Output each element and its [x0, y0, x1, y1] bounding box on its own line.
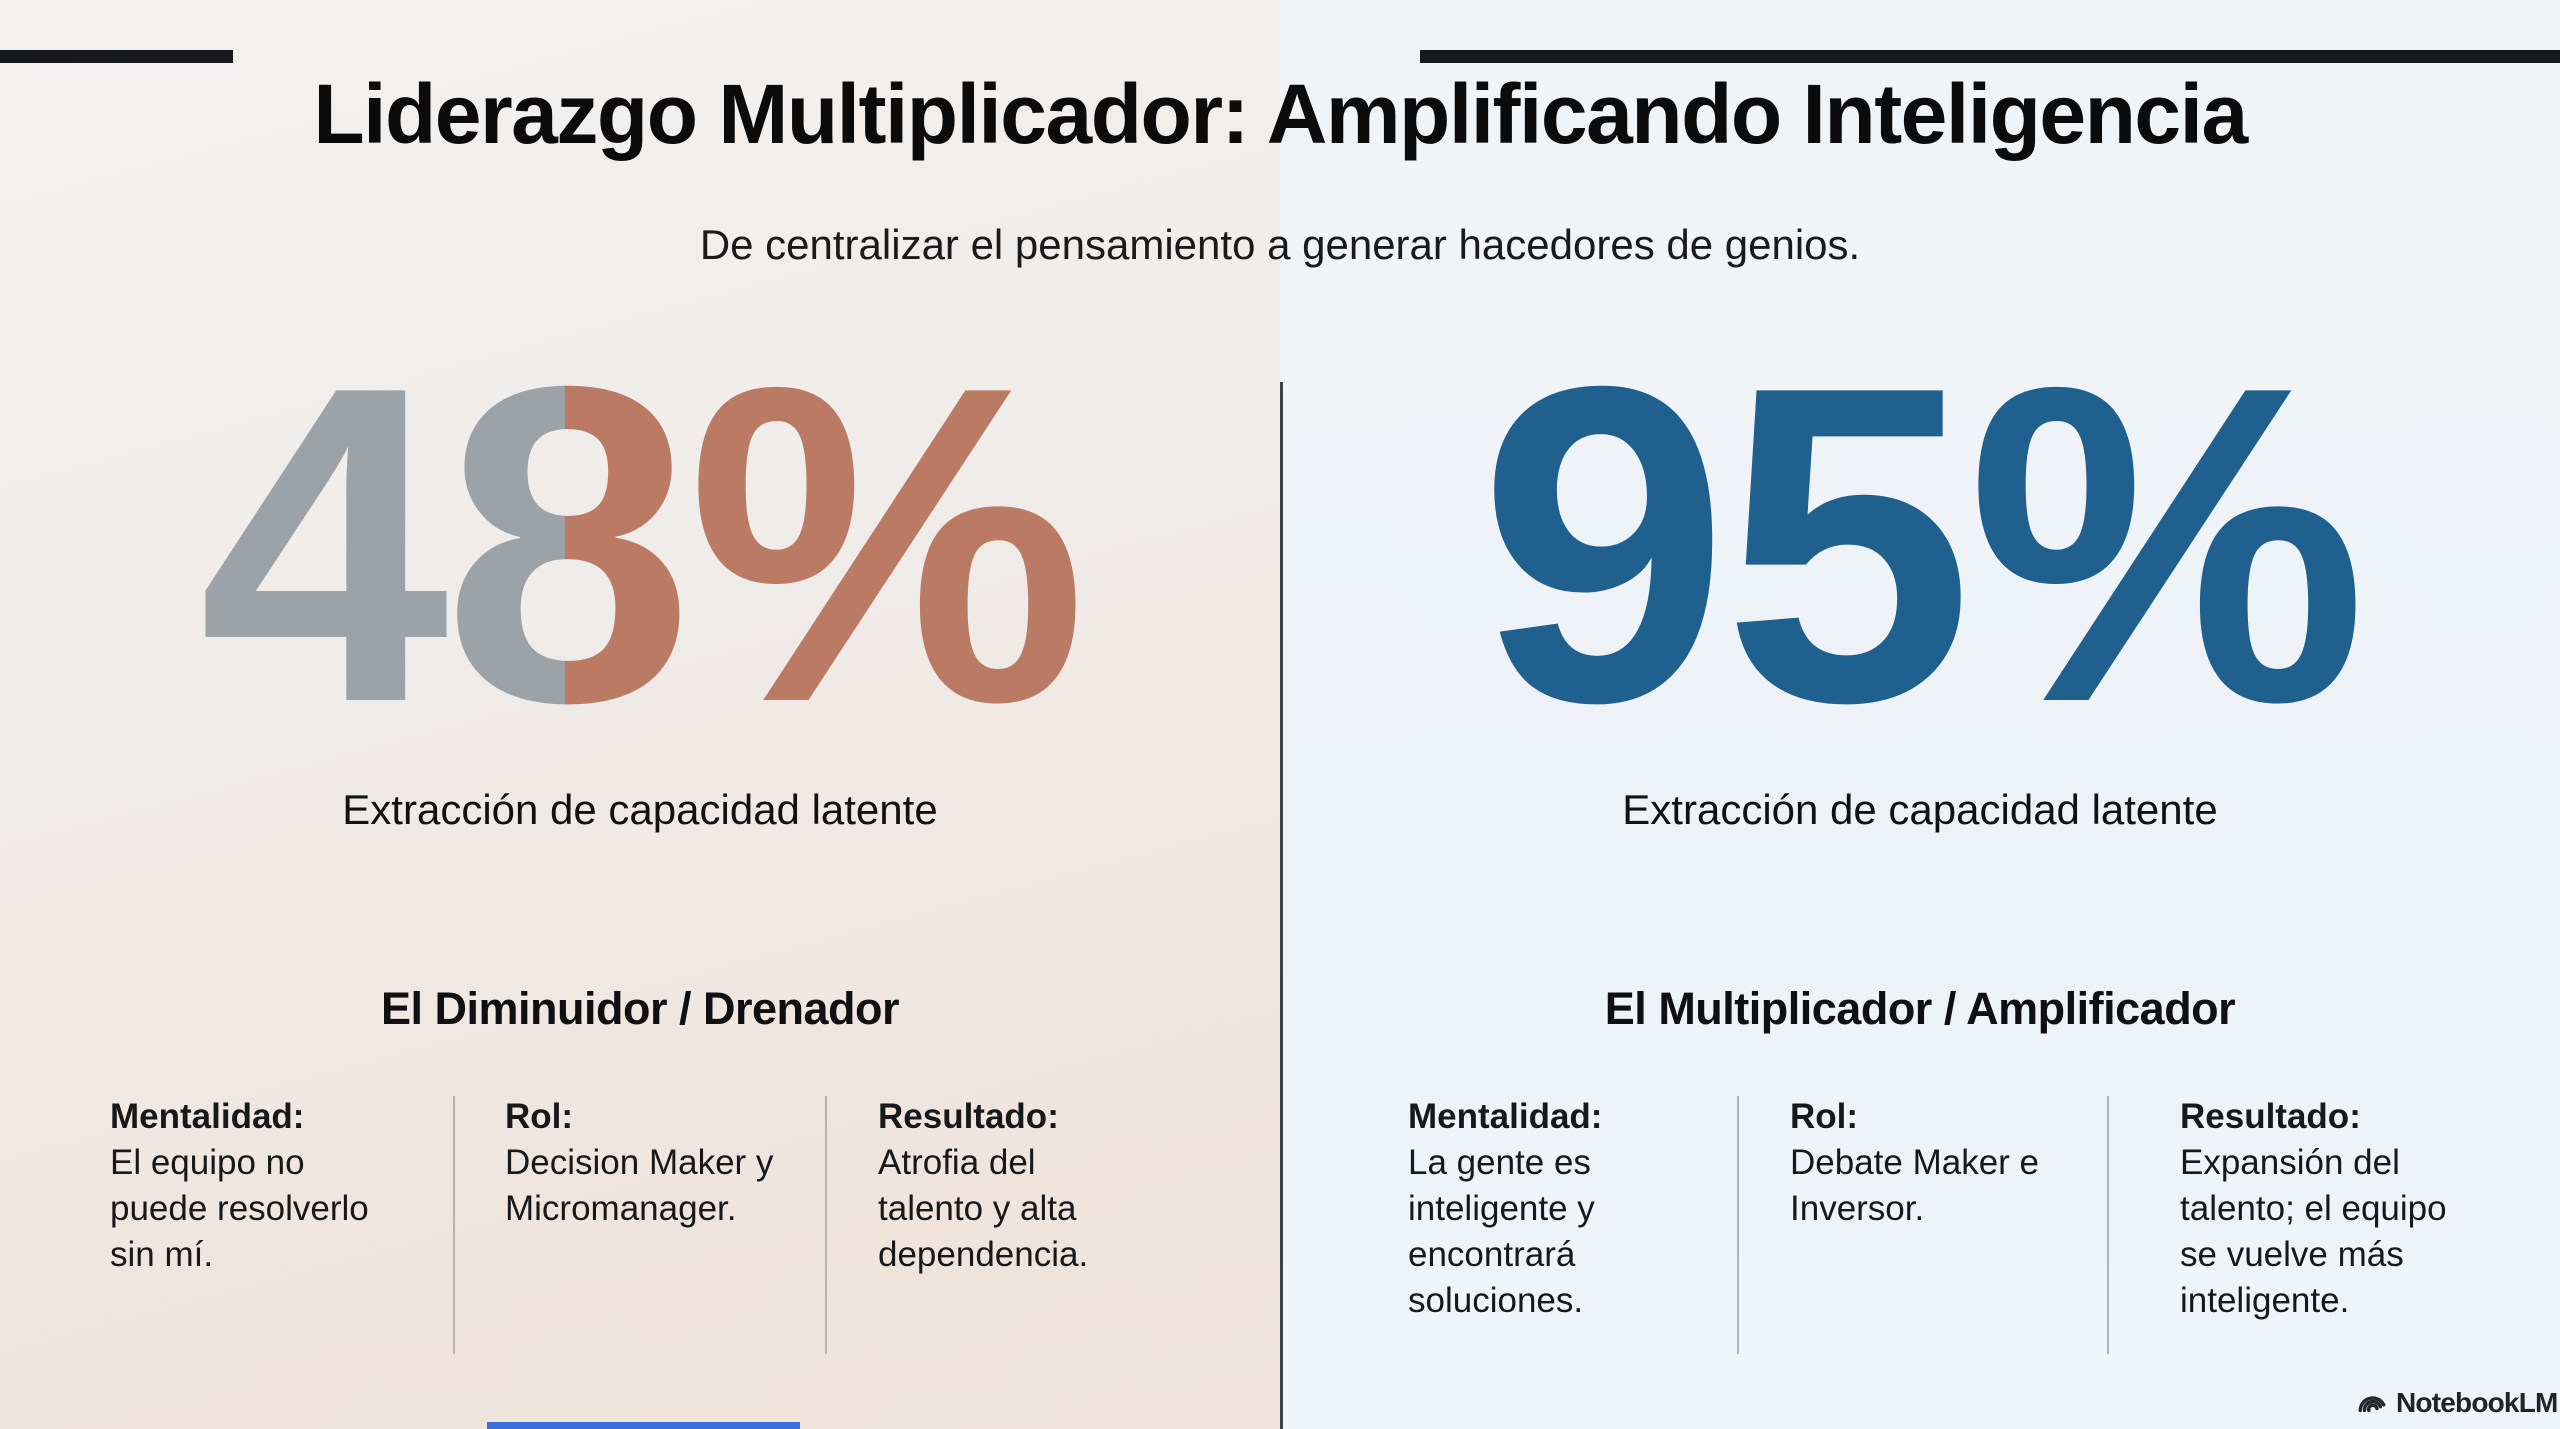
multiplier-stat-number: 95%: [1478, 294, 2368, 796]
right-panel-background: [1280, 0, 2560, 1429]
panel-divider: [1280, 382, 1283, 1429]
column-text: Decision Maker y Micromanager.: [505, 1143, 774, 1228]
diminisher-column-resultado: Resultado: Atrofia del talento y alta de…: [878, 1094, 1178, 1278]
column-text: Debate Maker e Inversor.: [1790, 1143, 2040, 1228]
video-artifact-strip-right: [1420, 50, 2560, 63]
diminisher-header: El Diminuidor / Drenador: [380, 983, 900, 1034]
multiplier-column-rol: Rol: Debate Maker e Inversor.: [1790, 1094, 2090, 1232]
notebooklm-label: NotebookLM: [2396, 1387, 2558, 1418]
diminisher-column-rol: Rol: Decision Maker y Micromanager.: [505, 1094, 805, 1232]
column-label: Resultado:: [2180, 1097, 2361, 1136]
video-artifact-strip-left: [0, 50, 233, 63]
diminisher-panel: 48% Extracción de capacidad latente El D…: [0, 310, 1280, 1034]
slide-subtitle: De centralizar el pensamiento a generar …: [699, 221, 1861, 268]
column-text: La gente es inteligente y encontrará sol…: [1408, 1143, 1595, 1320]
column-text: Expansión del talento; el equipo se vuel…: [2180, 1143, 2447, 1320]
column-text: El equipo no puede resolverlo sin mí.: [110, 1143, 369, 1274]
column-divider: [2107, 1096, 2109, 1354]
diminisher-stat-value: 48%: [0, 310, 1280, 780]
notebooklm-logo-icon: [2358, 1396, 2386, 1413]
column-label: Mentalidad:: [110, 1097, 305, 1136]
left-panel-background: [0, 0, 1280, 1429]
multiplier-panel: 95% Extracción de capacidad latente El M…: [1280, 0, 2560, 1429]
diminisher-stat-number: 48%: [198, 294, 1088, 796]
slide-title: Liderazgo Multiplicador: Amplificando In…: [313, 67, 2248, 161]
column-label: Resultado:: [878, 1097, 1059, 1136]
multiplier-column-resultado: Resultado: Expansión del talento; el equ…: [2180, 1094, 2500, 1324]
notebooklm-branding: NotebookLM: [2356, 1386, 2558, 1420]
column-text: Atrofia del talento y alta dependencia.: [878, 1143, 1089, 1274]
multiplier-column-mentalidad: Mentalidad: La gente es inteligente y en…: [1408, 1094, 1738, 1324]
multiplier-header: El Multiplicador / Amplificador: [1604, 983, 2236, 1034]
column-label: Rol:: [1790, 1097, 1859, 1136]
video-progress-bar: [487, 1422, 800, 1429]
multiplier-stat-value: 95%: [1280, 310, 2560, 780]
column-label: Rol:: [505, 1097, 574, 1136]
diminisher-column-mentalidad: Mentalidad: El equipo no puede resolverl…: [110, 1094, 440, 1278]
multiplier-stat-label: Extracción de capacidad latente: [1622, 786, 2218, 833]
column-divider: [825, 1096, 827, 1354]
column-divider: [453, 1096, 455, 1354]
column-divider: [1737, 1096, 1739, 1354]
diminisher-stat-label: Extracción de capacidad latente: [342, 786, 938, 833]
column-label: Mentalidad:: [1408, 1097, 1603, 1136]
